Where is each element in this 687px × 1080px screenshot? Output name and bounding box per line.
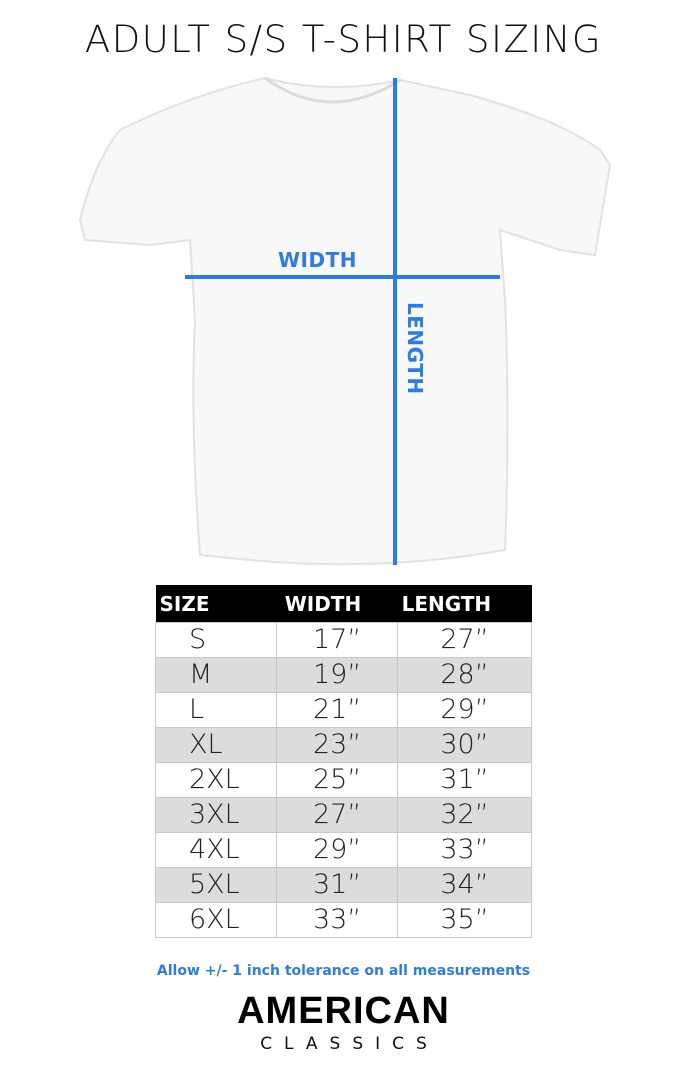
- cell-length: 31”: [397, 762, 532, 798]
- table-row: M 19” 28”: [154, 657, 532, 693]
- cell-length: 33”: [397, 832, 532, 868]
- table-row: L 21” 29”: [154, 692, 532, 728]
- cell-width: 25”: [276, 762, 399, 798]
- cell-size: 6XL: [154, 902, 278, 938]
- cell-width: 31”: [276, 867, 399, 903]
- cell-length: 27”: [397, 622, 532, 658]
- cell-size: M: [154, 657, 278, 693]
- cell-size: 3XL: [154, 797, 278, 833]
- cell-length: 28”: [397, 657, 532, 693]
- t-shirt-collar: [264, 76, 401, 104]
- table-row: 6XL 33” 35”: [154, 902, 532, 938]
- brand-logo: AMERICAN: [237, 990, 450, 1032]
- table-row: 4XL 29” 33”: [154, 832, 532, 868]
- cell-size: 2XL: [154, 762, 278, 798]
- tolerance-note: Allow +/- 1 inch tolerance on all measur…: [156, 963, 531, 979]
- header-size: SIZE: [155, 585, 277, 623]
- size-table: SIZE WIDTH LENGTH S 17” 27” M 19” 28” L 21” 29” X…: [154, 585, 532, 938]
- table-row: S 17” 27”: [154, 622, 532, 658]
- header-length: LENGTH: [397, 585, 532, 623]
- length-label: LENGTH: [403, 302, 427, 395]
- table-row: XL 23” 30”: [154, 727, 532, 763]
- cell-width: 21”: [276, 692, 399, 728]
- t-shirt-image: [78, 76, 612, 566]
- cell-length: 34”: [397, 867, 532, 903]
- cell-width: 17”: [276, 622, 399, 658]
- width-label: WIDTH: [278, 248, 357, 272]
- table-row: 3XL 27” 32”: [154, 797, 532, 833]
- table-row: 2XL 25” 31”: [154, 762, 532, 798]
- t-shirt-diagram: [78, 76, 612, 566]
- cell-length: 30”: [397, 727, 532, 763]
- brand-logo-sub: CLASSICS: [260, 1034, 439, 1054]
- cell-length: 32”: [397, 797, 532, 833]
- cell-length: 35”: [397, 902, 532, 938]
- cell-size: S: [154, 622, 278, 658]
- cell-width: 33”: [276, 902, 399, 938]
- page-title: ADULT S/S T-SHIRT SIZING: [84, 18, 603, 61]
- cell-length: 29”: [397, 692, 532, 728]
- cell-width: 19”: [276, 657, 399, 693]
- cell-width: 23”: [276, 727, 399, 763]
- cell-width: 29”: [276, 832, 399, 868]
- cell-width: 27”: [276, 797, 399, 833]
- cell-size: L: [154, 692, 278, 728]
- cell-size: 4XL: [154, 832, 278, 868]
- cell-size: 5XL: [154, 867, 278, 903]
- header-width: WIDTH: [276, 585, 398, 623]
- cell-size: XL: [154, 727, 278, 763]
- table-row: 5XL 31” 34”: [154, 867, 532, 903]
